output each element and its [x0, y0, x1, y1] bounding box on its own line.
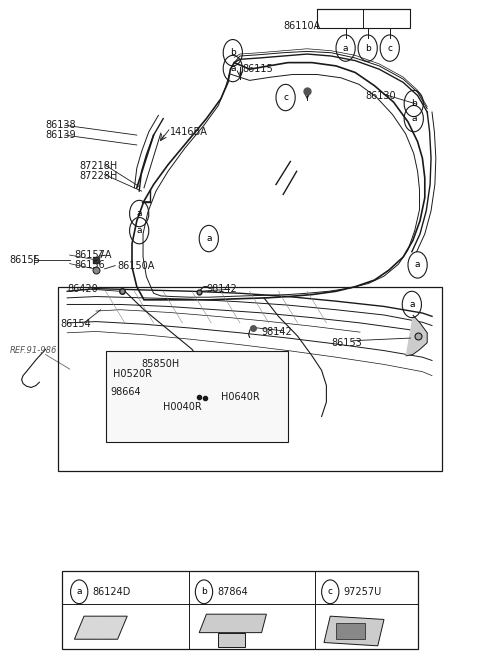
Text: 98664: 98664: [110, 387, 141, 397]
Polygon shape: [406, 315, 427, 356]
Text: a: a: [136, 209, 142, 218]
Text: a: a: [409, 300, 415, 309]
Text: c: c: [387, 43, 392, 53]
Bar: [62, 571, 418, 649]
Text: 86150A: 86150A: [118, 261, 155, 272]
Text: a: a: [136, 226, 142, 235]
Text: 98142: 98142: [262, 327, 292, 337]
Polygon shape: [199, 614, 266, 633]
Text: H0640R: H0640R: [221, 391, 260, 402]
Text: c: c: [283, 93, 288, 102]
Text: a: a: [411, 114, 417, 123]
Polygon shape: [324, 616, 384, 646]
Text: 87218H: 87218H: [79, 161, 118, 171]
Bar: [58, 287, 442, 471]
Text: 86130: 86130: [366, 90, 396, 101]
Text: 86153: 86153: [331, 337, 362, 348]
Text: 86139: 86139: [46, 130, 76, 140]
Text: 85850H: 85850H: [142, 359, 180, 370]
Polygon shape: [218, 633, 245, 647]
Text: 86155: 86155: [10, 254, 40, 265]
Text: 86124D: 86124D: [93, 587, 131, 597]
Text: 86154: 86154: [60, 319, 91, 330]
Bar: [106, 351, 288, 442]
Text: b: b: [230, 48, 236, 57]
Text: 86420: 86420: [67, 284, 98, 295]
Text: REF.91-986: REF.91-986: [10, 346, 57, 355]
Bar: [336, 623, 365, 639]
Text: a: a: [206, 234, 212, 243]
Text: 86115: 86115: [242, 64, 273, 74]
Text: H0040R: H0040R: [163, 401, 202, 412]
Text: 97257U: 97257U: [344, 587, 382, 597]
Text: b: b: [365, 43, 371, 53]
Text: b: b: [411, 99, 417, 108]
Text: a: a: [343, 43, 348, 53]
Text: 86156: 86156: [74, 260, 105, 270]
Text: a: a: [415, 260, 420, 270]
Text: 87864: 87864: [217, 587, 248, 597]
Polygon shape: [74, 616, 127, 639]
Text: H0520R: H0520R: [113, 369, 152, 380]
Text: c: c: [328, 587, 333, 596]
Text: 86157A: 86157A: [74, 250, 112, 260]
Text: 1416BA: 1416BA: [170, 127, 208, 137]
Bar: [317, 9, 410, 28]
Text: b: b: [201, 587, 207, 596]
Text: a: a: [230, 64, 236, 73]
Text: 98142: 98142: [206, 284, 237, 295]
Text: 86138: 86138: [46, 120, 76, 130]
Text: 87228H: 87228H: [79, 171, 118, 181]
Text: a: a: [76, 587, 82, 596]
Text: 86110A: 86110A: [284, 21, 321, 32]
